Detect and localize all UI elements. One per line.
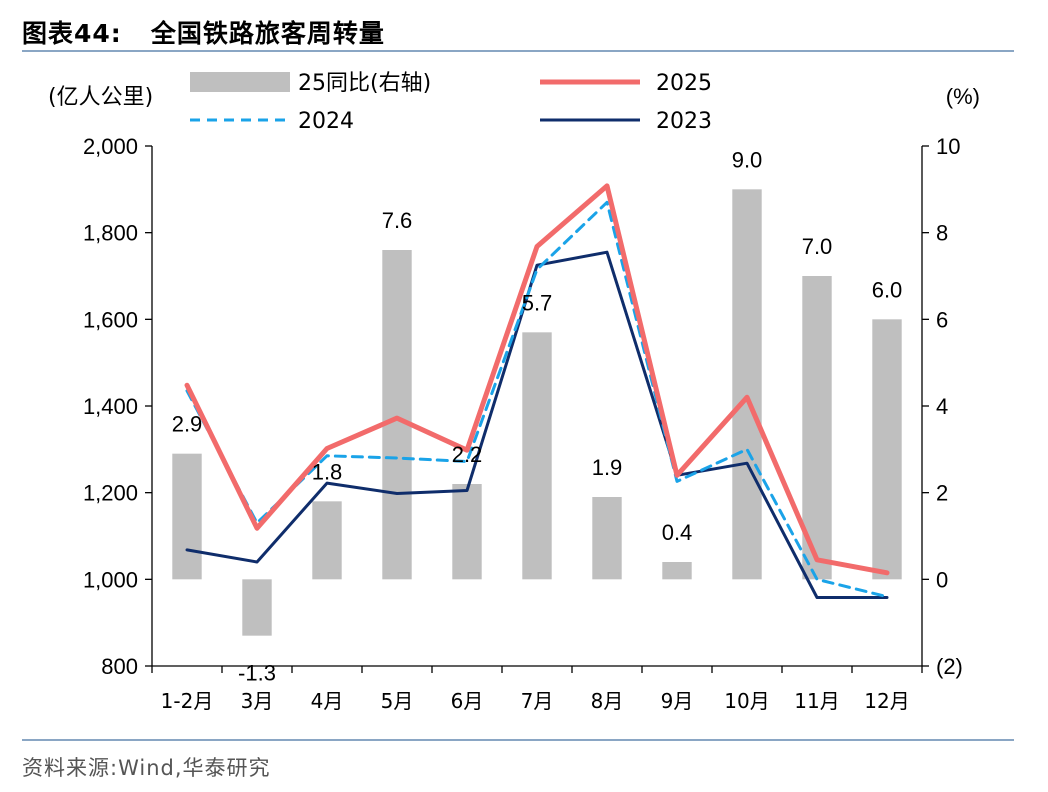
line-series-2025 — [184, 183, 890, 576]
line-series-2023 — [185, 250, 889, 599]
x-tick-label: 12月 — [864, 689, 909, 713]
left-tick-label: 1,800 — [83, 221, 138, 246]
bar-labels-layer: 2.9 -1.3 1.8 7.6 2.2 5.7 1.9 0.4 9.0 7.0 6.0 — [172, 147, 903, 685]
x-tick-label: 11月 — [794, 689, 839, 713]
bar-yoy-1 — [172, 453, 202, 580]
right-tick-label: 2 — [936, 481, 948, 506]
left-tick-label: 2,000 — [83, 134, 138, 159]
right-tick-label: 10 — [936, 134, 960, 159]
left-axis-title: (亿人公里) — [48, 85, 153, 110]
lines-layer — [184, 183, 890, 599]
bar-label-4: 7.6 — [382, 208, 413, 233]
bar-label-10: 7.0 — [802, 234, 833, 259]
legend-layer: 25同比(右轴) 2025 2024 2023 — [190, 71, 712, 134]
axes-layer: 800 1,000 1,200 1,400 1,600 1,800 2,000 (2) 0 2 4 6… — [48, 84, 980, 713]
bar-yoy-4 — [382, 250, 412, 580]
x-tick-label: 9月 — [661, 689, 694, 713]
legend-swatch-bar — [190, 72, 290, 92]
footer-divider — [22, 739, 1014, 741]
x-tick-label: 7月 — [521, 689, 554, 713]
right-tick-label: 4 — [936, 394, 948, 419]
bar-yoy-7 — [592, 497, 622, 580]
bar-yoy-9 — [732, 189, 762, 580]
x-tick-label: 6月 — [451, 689, 484, 713]
bar-yoy-10 — [802, 276, 832, 580]
bar-label-9: 9.0 — [732, 147, 763, 172]
bar-yoy-8 — [662, 562, 692, 580]
right-tick-label: 6 — [936, 307, 948, 332]
right-axis-title: (%) — [946, 84, 980, 109]
x-tick-label: 1-2月 — [161, 689, 214, 713]
right-tick-label: 0 — [936, 567, 948, 592]
left-tick-label: 1,600 — [83, 307, 138, 332]
x-tick-label: 8月 — [591, 689, 624, 713]
legend-label-2: 2025 — [656, 71, 712, 96]
x-tick-label: 10月 — [724, 689, 769, 713]
bar-label-7: 1.9 — [592, 455, 623, 480]
chart-title: 图表44: 全国铁路旅客周转量 — [22, 19, 385, 48]
bar-label-1: 2.9 — [172, 412, 203, 437]
right-tick-label: (2) — [936, 654, 963, 679]
bar-yoy-2 — [242, 579, 272, 636]
x-tick-label: 3月 — [241, 689, 274, 713]
bar-label-2: -1.3 — [238, 661, 276, 686]
bar-yoy-11 — [872, 319, 902, 580]
bar-yoy-3 — [312, 501, 342, 580]
bar-yoy-6 — [522, 332, 552, 580]
legend-label-1: 25同比(右轴) — [298, 71, 431, 96]
bar-label-3: 1.8 — [312, 459, 343, 484]
left-tick-label: 1,000 — [83, 567, 138, 592]
source-note: 资料来源:Wind,华泰研究 — [22, 756, 271, 780]
bar-label-11: 6.0 — [872, 277, 903, 302]
bar-label-8: 0.4 — [662, 520, 693, 545]
header-divider — [22, 50, 1014, 52]
bar-yoy-5 — [452, 484, 482, 580]
left-tick-label: 1,200 — [83, 481, 138, 506]
left-tick-label: 1,400 — [83, 394, 138, 419]
right-tick-label: 8 — [936, 221, 948, 246]
left-tick-label: 800 — [101, 654, 138, 679]
bar-label-6: 5.7 — [522, 290, 553, 315]
legend-label-3: 2024 — [298, 109, 354, 134]
bar-label-5: 2.2 — [452, 442, 483, 467]
bars-layer — [172, 189, 902, 636]
legend-label-4: 2023 — [656, 109, 712, 134]
x-tick-label: 4月 — [311, 689, 344, 713]
x-tick-label: 5月 — [381, 689, 414, 713]
